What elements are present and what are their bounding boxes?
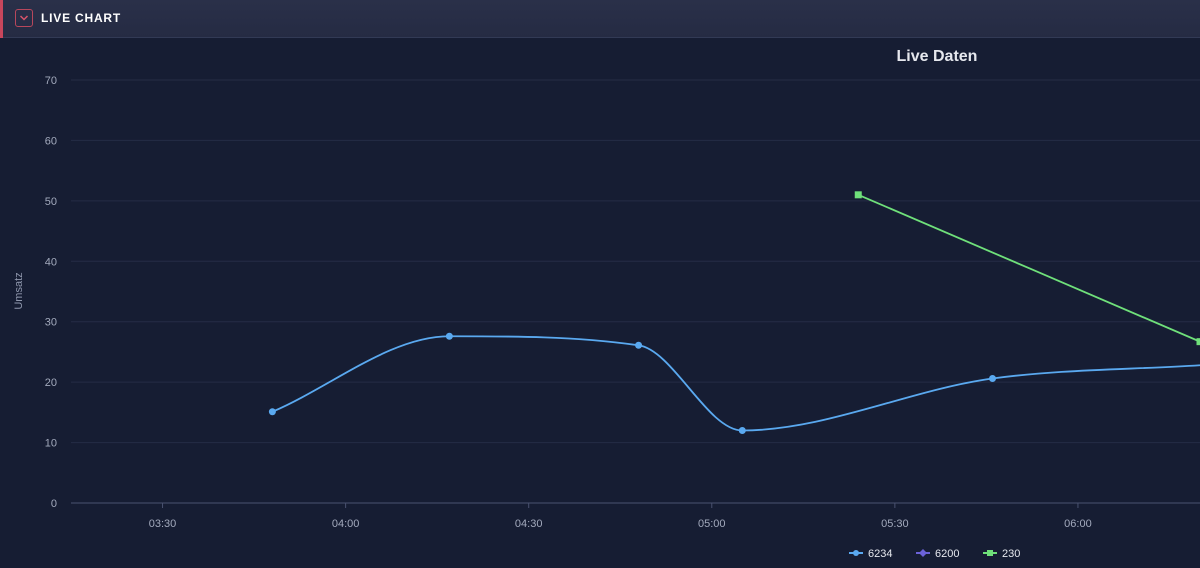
- legend-label: 6200: [935, 548, 959, 560]
- collapse-toggle-button[interactable]: [15, 9, 33, 27]
- x-tick-label: 05:30: [881, 518, 909, 530]
- x-tick-label: 03:30: [149, 518, 177, 530]
- data-point-6234: [635, 341, 643, 349]
- grid-lines: [71, 79, 1200, 504]
- data-point-6234: [445, 332, 453, 340]
- y-tick-label: 10: [45, 438, 57, 450]
- chevron-down-icon: [19, 15, 29, 21]
- y-tick-label: 60: [45, 135, 57, 147]
- header-accent-bar: [0, 0, 3, 38]
- data-point-6234: [738, 426, 746, 434]
- y-tick-label: 50: [45, 196, 57, 208]
- x-tick-label: 04:30: [515, 518, 543, 530]
- legend-marker: [919, 549, 927, 557]
- y-tick-label: 70: [45, 75, 57, 87]
- y-tick-label: 30: [45, 317, 57, 329]
- y-tick-label: 20: [45, 377, 57, 389]
- legend-item-6200: 6200: [916, 548, 959, 560]
- legend-item-230: 230: [983, 548, 1020, 560]
- x-tick-label: 04:00: [332, 518, 360, 530]
- data-point-6234: [268, 408, 276, 416]
- x-tick-label: 05:00: [698, 518, 726, 530]
- legend-marker: [987, 550, 993, 556]
- x-axis-ticks: 03:30 04:00 04:30 05:00 05:30 06:00: [149, 503, 1092, 530]
- chart-title: Live Daten: [897, 48, 978, 65]
- y-axis-label: Umsatz: [13, 272, 25, 309]
- y-tick-label: 0: [51, 498, 57, 510]
- legend: 6234 6200 230: [849, 548, 1020, 560]
- y-tick-label: 40: [45, 256, 57, 268]
- series-230: [854, 191, 1200, 346]
- y-axis-ticks: 0 10 20 30 40 50 60 70: [45, 75, 57, 510]
- data-point-230: [854, 191, 862, 199]
- legend-label: 230: [1002, 548, 1020, 560]
- series-line-230: [857, 193, 1200, 343]
- data-point-230: [1196, 338, 1200, 346]
- series-line-6234: [272, 335, 1200, 432]
- data-point-6234: [989, 375, 997, 383]
- x-tick-label: 06:00: [1064, 518, 1092, 530]
- series-layer: [268, 191, 1200, 434]
- legend-label: 6234: [868, 548, 892, 560]
- series-6234: [268, 332, 1200, 434]
- panel-title: LIVE CHART: [41, 11, 121, 25]
- legend-marker: [853, 550, 859, 556]
- legend-item-6234: 6234: [849, 548, 892, 560]
- panel-header: LIVE CHART: [0, 0, 1200, 38]
